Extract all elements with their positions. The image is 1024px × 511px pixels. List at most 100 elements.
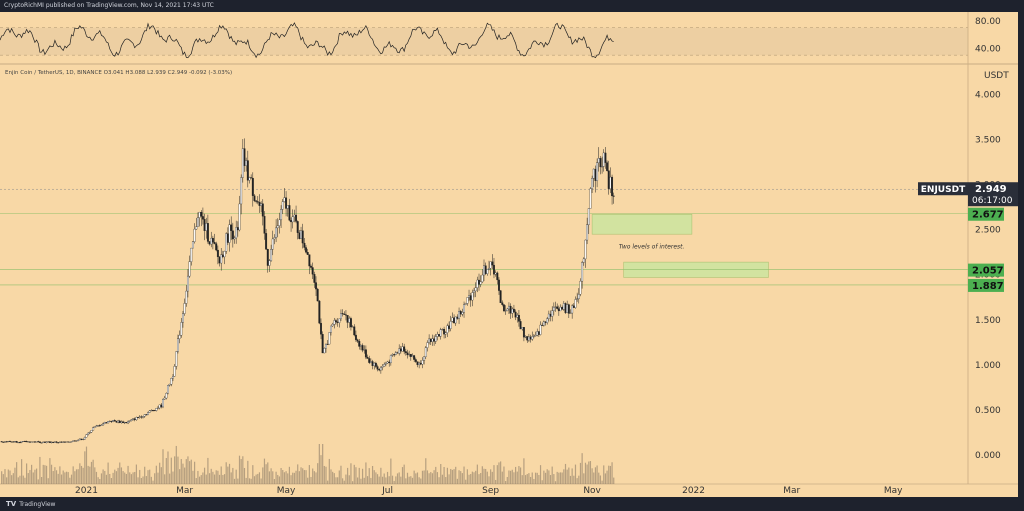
candle-body bbox=[391, 354, 394, 356]
candle-body bbox=[14, 441, 16, 443]
volume-bar bbox=[353, 464, 355, 484]
volume-bar bbox=[57, 473, 59, 484]
volume-bar bbox=[180, 459, 182, 484]
candle-body bbox=[68, 441, 71, 443]
candle-body bbox=[592, 168, 595, 179]
volume-bar bbox=[440, 464, 442, 484]
volume-bar bbox=[604, 473, 607, 484]
volume-bar bbox=[80, 465, 83, 484]
candle-body bbox=[58, 441, 61, 443]
volume-bar bbox=[260, 478, 262, 484]
candle-body bbox=[503, 304, 505, 312]
candle-body bbox=[191, 241, 194, 249]
candle-body bbox=[348, 318, 351, 323]
volume-bar bbox=[187, 456, 189, 484]
volume-bar bbox=[267, 462, 269, 484]
candle-body bbox=[577, 294, 580, 300]
candle-body bbox=[408, 353, 411, 356]
volume-bar bbox=[129, 472, 131, 484]
candle-body bbox=[178, 335, 181, 339]
candle-body bbox=[444, 332, 447, 335]
candle-body bbox=[15, 441, 18, 443]
candle-body bbox=[147, 412, 149, 415]
candle-body bbox=[354, 334, 357, 340]
candle-body bbox=[328, 332, 331, 345]
volume-bar bbox=[376, 474, 379, 484]
candle-body bbox=[195, 226, 198, 230]
candle-body bbox=[315, 282, 317, 290]
volume-bar bbox=[416, 472, 419, 484]
candle-body bbox=[220, 254, 223, 264]
volume-bar bbox=[481, 466, 483, 484]
candle-body bbox=[524, 336, 527, 338]
volume-bar bbox=[202, 472, 204, 484]
volume-bar bbox=[490, 469, 492, 484]
volume-bar bbox=[398, 472, 400, 484]
candle-body bbox=[82, 439, 85, 440]
volume-bar bbox=[395, 476, 397, 484]
candle-body bbox=[488, 268, 490, 270]
volume-bar bbox=[383, 473, 385, 484]
volume-bar bbox=[72, 466, 74, 484]
candle-body bbox=[170, 378, 173, 385]
volume-bar bbox=[287, 473, 289, 484]
candle-body bbox=[276, 225, 279, 229]
volume-bar bbox=[361, 468, 364, 484]
candle-body bbox=[167, 385, 169, 394]
candle-body bbox=[190, 247, 193, 262]
volume-bar bbox=[480, 472, 482, 484]
volume-bar bbox=[31, 464, 33, 484]
candle-body bbox=[404, 351, 407, 353]
volume-bar bbox=[165, 458, 167, 484]
volume-bar bbox=[243, 467, 246, 484]
candle-body bbox=[471, 292, 474, 301]
candle-body bbox=[168, 383, 171, 386]
volume-bar bbox=[185, 459, 187, 484]
candle-body bbox=[552, 306, 555, 311]
candle-body bbox=[60, 441, 63, 443]
candle-body bbox=[484, 265, 487, 274]
volume-bar bbox=[228, 463, 231, 484]
candle-body bbox=[373, 362, 376, 366]
candle-body bbox=[118, 420, 121, 423]
volume-bar bbox=[593, 472, 595, 484]
volume-bar bbox=[505, 481, 507, 484]
volume-bar bbox=[503, 466, 505, 484]
candle-body bbox=[183, 303, 186, 314]
candle-body bbox=[310, 265, 312, 268]
volume-bar bbox=[263, 458, 266, 484]
volume-bar bbox=[438, 477, 440, 484]
candle-body bbox=[208, 241, 211, 245]
level-tag bbox=[968, 263, 1004, 277]
candle-body bbox=[363, 349, 366, 351]
candle-body bbox=[281, 201, 284, 210]
volume-bar bbox=[245, 477, 247, 484]
price-chart[interactable]: 80.00 40.00 Enjin Coin / TetherUS, 1D, B… bbox=[0, 12, 1018, 497]
volume-bar bbox=[40, 477, 43, 484]
volume-bar bbox=[475, 470, 477, 484]
candle-body bbox=[446, 325, 449, 333]
candle-body bbox=[103, 422, 106, 424]
candle-body bbox=[185, 290, 188, 304]
volume-bar bbox=[500, 461, 502, 484]
volume-bar bbox=[248, 478, 251, 484]
candle-body bbox=[145, 414, 148, 416]
candle-body bbox=[539, 324, 542, 335]
volume-bar bbox=[252, 465, 254, 484]
candle-body bbox=[120, 421, 123, 423]
candle-body bbox=[173, 366, 176, 377]
candle-body bbox=[2, 441, 5, 443]
volume-bar bbox=[544, 472, 547, 484]
candle-body bbox=[609, 176, 612, 189]
volume-bar bbox=[97, 477, 99, 484]
candle-body bbox=[346, 315, 349, 323]
volume-bar bbox=[356, 477, 359, 484]
volume-bar bbox=[513, 472, 515, 484]
volume-bar bbox=[596, 465, 598, 484]
candle-body bbox=[160, 404, 163, 408]
candle-body bbox=[218, 256, 221, 264]
candle-body bbox=[128, 420, 131, 422]
candle-body bbox=[496, 272, 499, 281]
volume-bar bbox=[125, 473, 128, 484]
volume-bar bbox=[355, 467, 357, 484]
